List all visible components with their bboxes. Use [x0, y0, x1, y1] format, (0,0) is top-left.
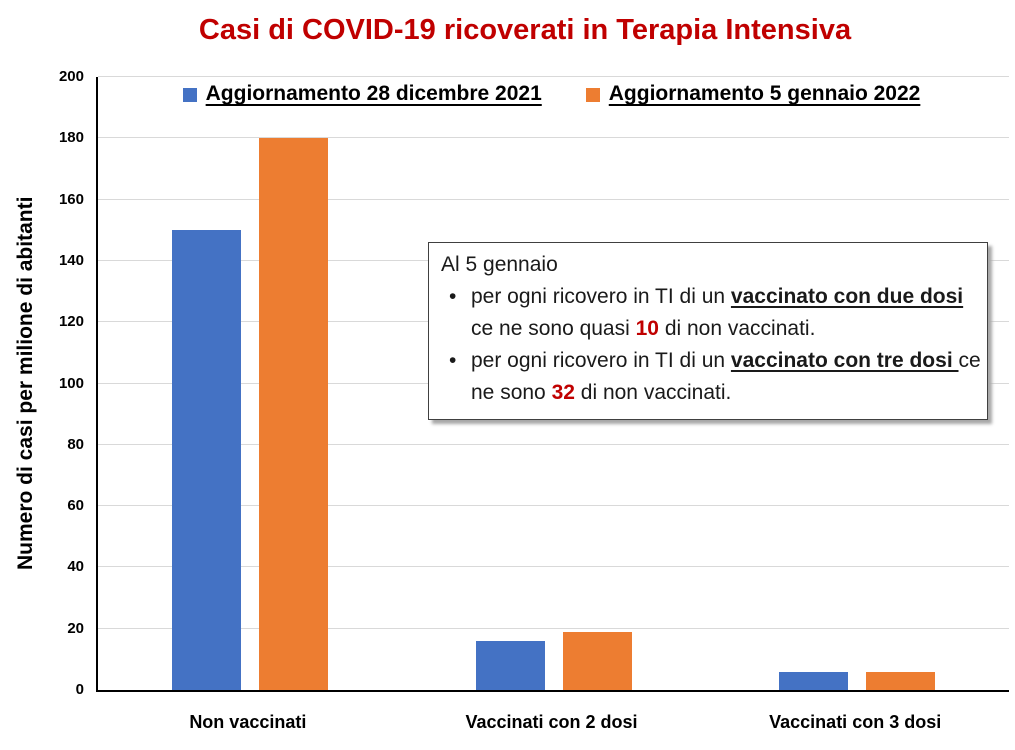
gridline-60 — [98, 505, 1009, 507]
text-segment: per ogni ricovero in TI di un — [471, 349, 731, 372]
bar-series2-vaccinati-con-3-dosi — [866, 672, 935, 690]
y-tick-label-160: 160 — [58, 190, 84, 208]
text-segment: ce ne sono quasi — [471, 317, 636, 340]
y-tick-label-80: 80 — [67, 435, 84, 453]
text-segment: di non vaccinati. — [574, 381, 732, 404]
y-tick-label-60: 60 — [67, 497, 84, 515]
bullet-icon: • — [449, 285, 457, 308]
y-tick-label-20: 20 — [67, 619, 84, 637]
x-axis-category-labels: Non vaccinati Vaccinati con 2 dosi Vaccina… — [96, 712, 1007, 733]
gridline-20 — [98, 627, 1009, 629]
gridline-200 — [98, 76, 1009, 77]
bullet-icon: • — [449, 349, 457, 372]
gridline-80 — [98, 443, 1009, 445]
y-tick-label-140: 140 — [58, 251, 84, 269]
text-segment: di non vaccinati. — [658, 317, 816, 340]
bar-series1-vaccinati-con-3-dosi — [779, 672, 848, 690]
annotation-bullet-2: • per ogni ricovero in TI di un vaccinat… — [441, 345, 981, 409]
text-segment: per ogni ricovero in TI di un — [471, 285, 731, 308]
gridline-160 — [98, 198, 1009, 200]
chart-title: Casi di COVID-19 ricoverati in Terapia I… — [198, 14, 852, 46]
legend-item-1: Aggiornamento 28 dicembre 2021 — [182, 82, 542, 106]
highlight-number: 32 — [551, 381, 575, 404]
text-segment-emphasized: vaccinato con tre dosi — [730, 349, 959, 372]
legend-label-1: Aggiornamento 28 dicembre 2021 — [205, 82, 542, 105]
y-tick-label-200: 200 — [58, 68, 84, 85]
x-category-label-1: Non vaccinati — [189, 712, 307, 732]
bar-series1-vaccinati-con-2-dosi — [476, 641, 545, 690]
highlight-number: 10 — [635, 317, 659, 340]
y-tick-label-180: 180 — [58, 129, 84, 147]
x-category-label-2: Vaccinati con 2 dosi — [465, 712, 638, 732]
annotation-heading: Al 5 gennaio — [441, 253, 558, 276]
bar-series1-non-vaccinati — [172, 230, 241, 690]
annotation-bullet-1: • per ogni ricovero in TI di un vaccinat… — [441, 281, 981, 345]
y-tick-label-0: 0 — [75, 681, 84, 698]
y-tick-label-120: 120 — [58, 313, 84, 331]
annotation-bullet-1-text: per ogni ricovero in TI di un vaccinato … — [471, 285, 963, 340]
bar-series2-vaccinati-con-2-dosi — [563, 632, 632, 690]
text-segment: ce ne sono — [471, 349, 981, 404]
y-tick-label-100: 100 — [58, 374, 84, 392]
text-segment-emphasized: vaccinato con due dosi — [730, 285, 964, 308]
legend-swatch-icon — [182, 88, 197, 102]
x-category-label-3: Vaccinati con 3 dosi — [769, 712, 942, 732]
plot-area — [96, 76, 1009, 692]
annotation-box: Al 5 gennaio • per ogni ricovero in TI d… — [428, 242, 988, 420]
annotation-bullet-2-text: per ogni ricovero in TI di un vaccinato … — [471, 349, 981, 404]
legend-item-2: Aggiornamento 5 gennaio 2022 — [585, 82, 921, 106]
gridline-180 — [98, 137, 1009, 139]
bar-series2-non-vaccinati — [259, 138, 328, 690]
legend-label-2: Aggiornamento 5 gennaio 2022 — [608, 82, 921, 105]
legend-swatch-icon — [585, 88, 600, 102]
y-tick-label-40: 40 — [67, 558, 84, 576]
y-axis-tick-labels: 0 20 40 60 80 100 120 140 160 180 200 — [0, 68, 84, 698]
legend: Aggiornamento 28 dicembre 2021 Aggiorname… — [96, 82, 1007, 106]
gridline-40 — [98, 566, 1009, 568]
